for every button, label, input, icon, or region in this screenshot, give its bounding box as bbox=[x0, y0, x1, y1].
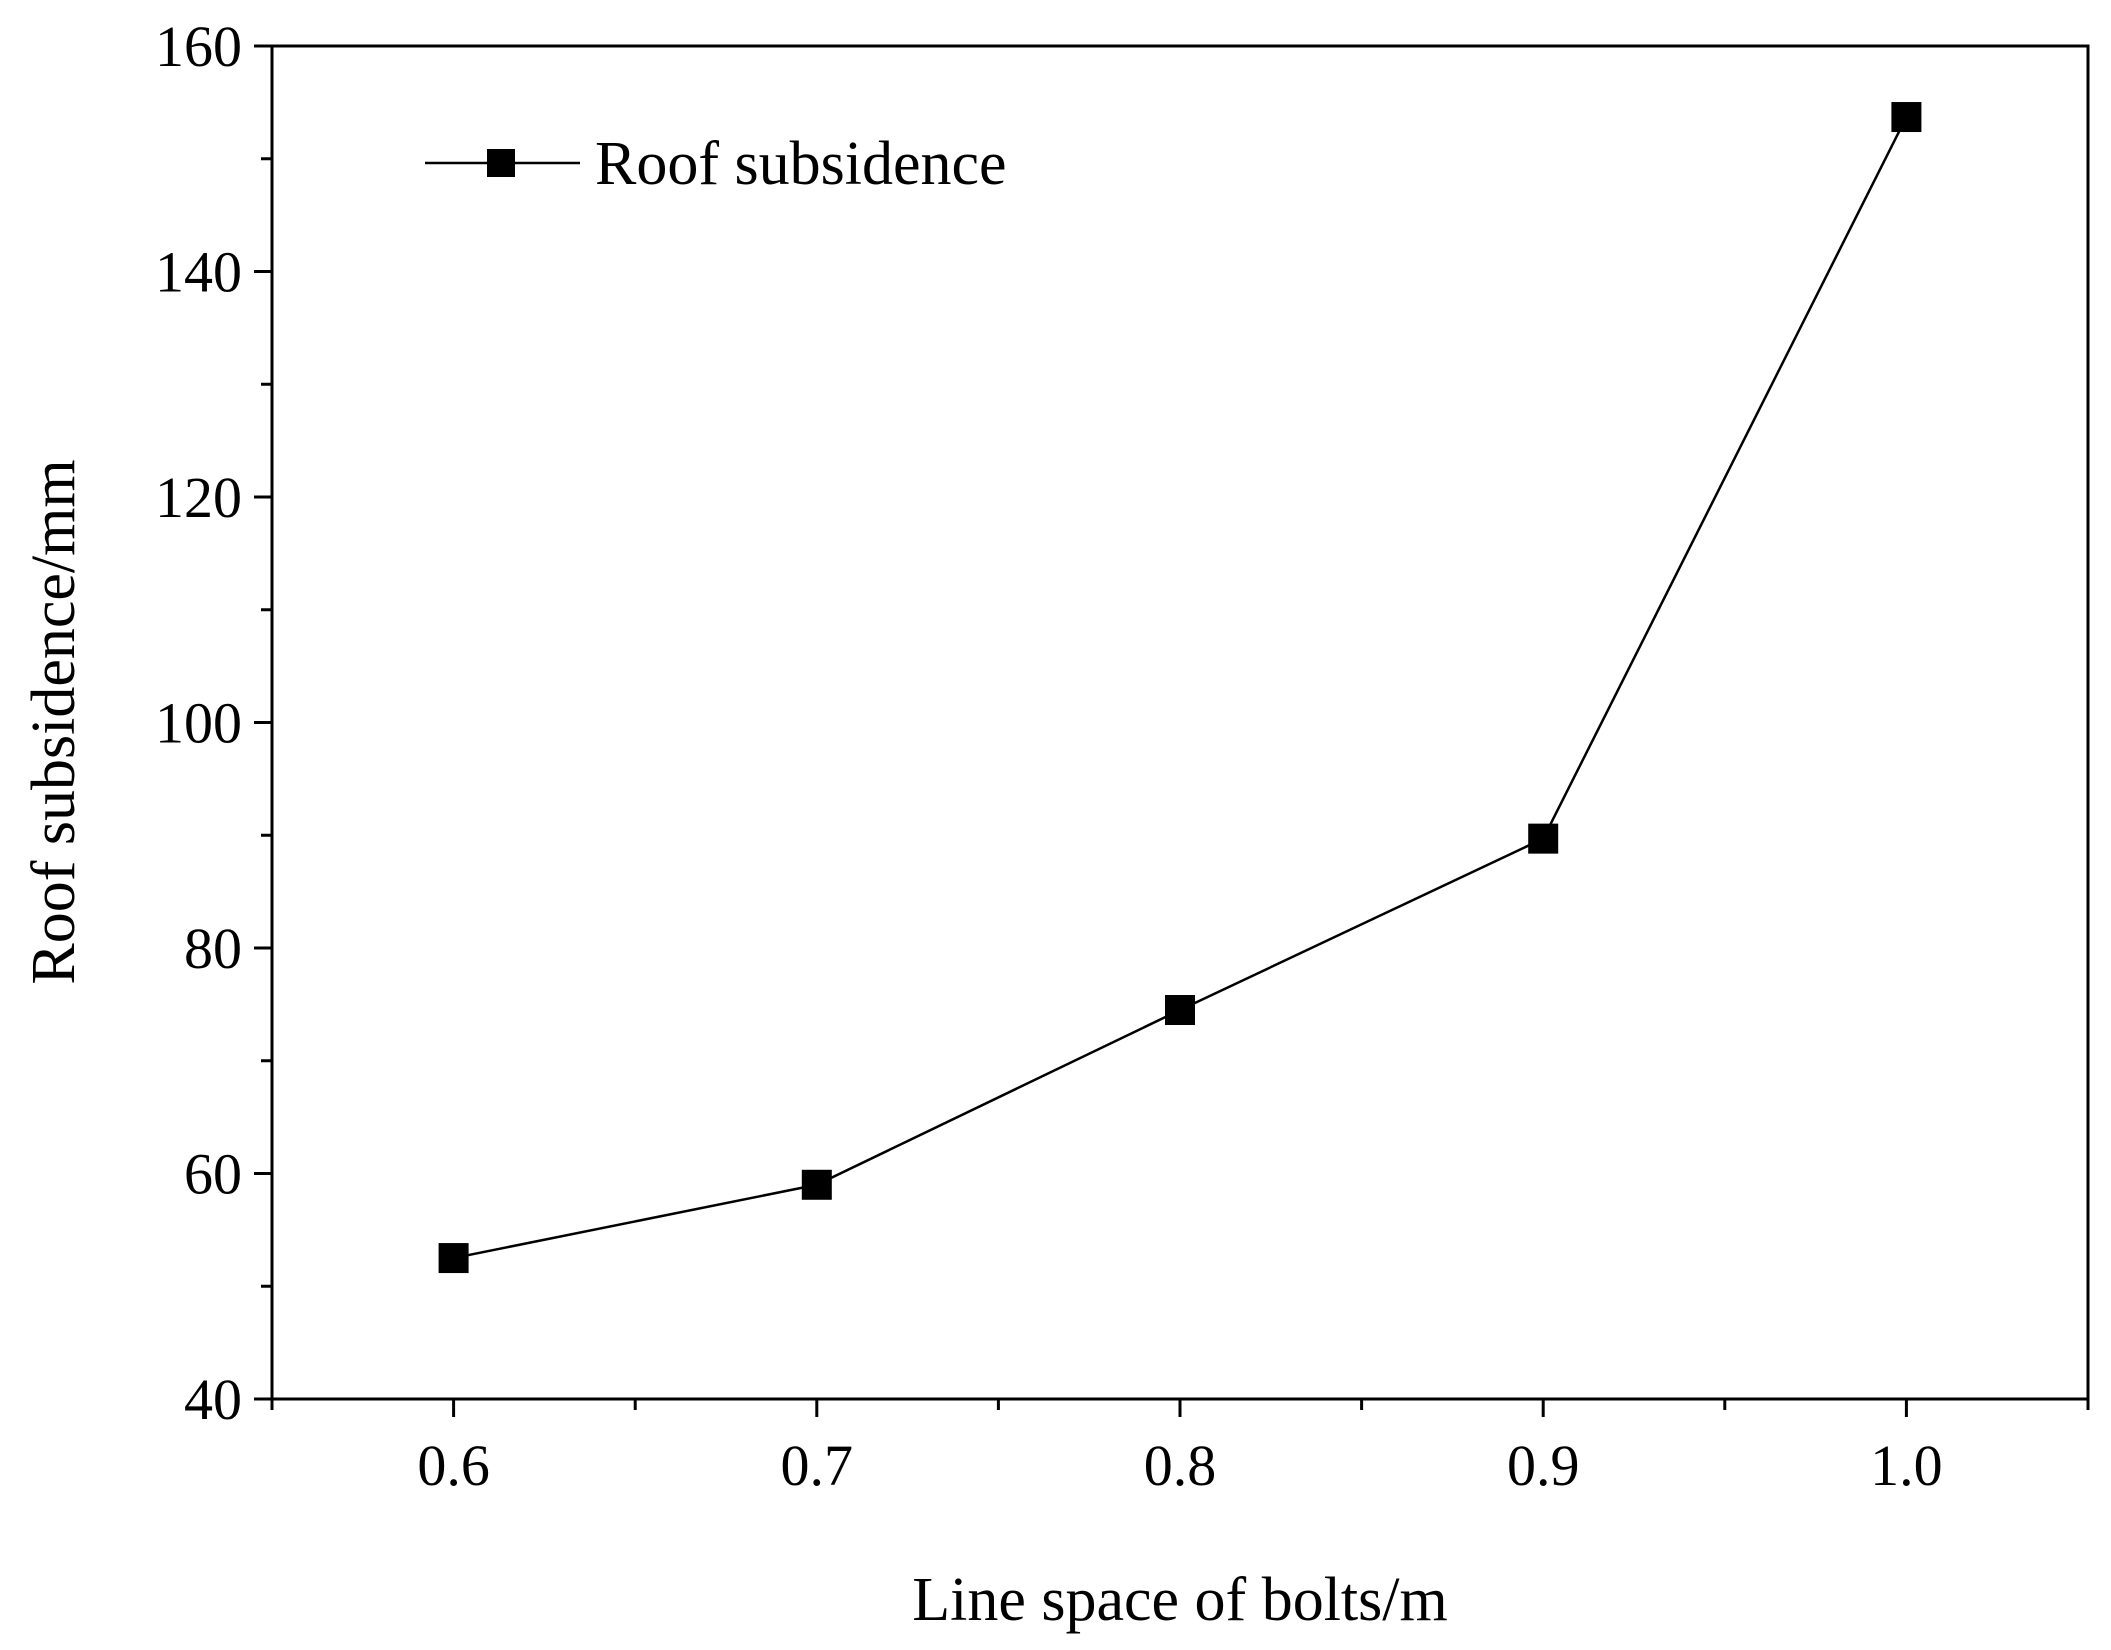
y-tick-label: 40 bbox=[184, 1367, 242, 1432]
y-tick-label: 100 bbox=[155, 691, 242, 756]
y-axis-label: Roof subsidence/mm bbox=[20, 459, 88, 984]
data-point-marker bbox=[1891, 102, 1922, 133]
data-point-marker bbox=[1165, 995, 1195, 1026]
legend: Roof subsidence bbox=[425, 130, 1007, 198]
x-tick-label: 0.6 bbox=[417, 1433, 490, 1498]
legend-marker-square bbox=[487, 149, 515, 177]
x-tick-label: 0.7 bbox=[781, 1433, 854, 1498]
data-point-marker bbox=[1528, 823, 1559, 854]
y-axis-tick-labels: 40 60 80 100 120 140 160 bbox=[155, 14, 242, 1432]
series-line-roof-subsidence bbox=[453, 116, 1908, 1260]
x-axis-ticks bbox=[270, 1399, 2090, 1417]
x-tick-label: 1.0 bbox=[1870, 1433, 1943, 1498]
y-tick-label: 60 bbox=[184, 1142, 242, 1207]
plot-area-border bbox=[270, 44, 2090, 1401]
series-layer bbox=[438, 102, 1922, 1274]
data-point-marker bbox=[801, 1169, 832, 1200]
plot-frame bbox=[270, 44, 2090, 1401]
x-axis-tick-labels: 0.6 0.7 0.8 0.9 1.0 bbox=[417, 1433, 1942, 1498]
y-axis-ticks bbox=[254, 44, 272, 1401]
y-tick-label: 140 bbox=[155, 240, 242, 305]
x-tick-label: 0.9 bbox=[1507, 1433, 1580, 1498]
x-axis-label: Line space of bolts/m bbox=[912, 1566, 1447, 1634]
x-tick-label: 0.8 bbox=[1144, 1433, 1217, 1498]
legend-label: Roof subsidence bbox=[595, 130, 1007, 198]
y-tick-label: 80 bbox=[184, 916, 242, 981]
y-tick-label: 120 bbox=[155, 465, 242, 530]
y-tick-label: 160 bbox=[155, 14, 242, 79]
data-point-marker bbox=[438, 1243, 469, 1274]
